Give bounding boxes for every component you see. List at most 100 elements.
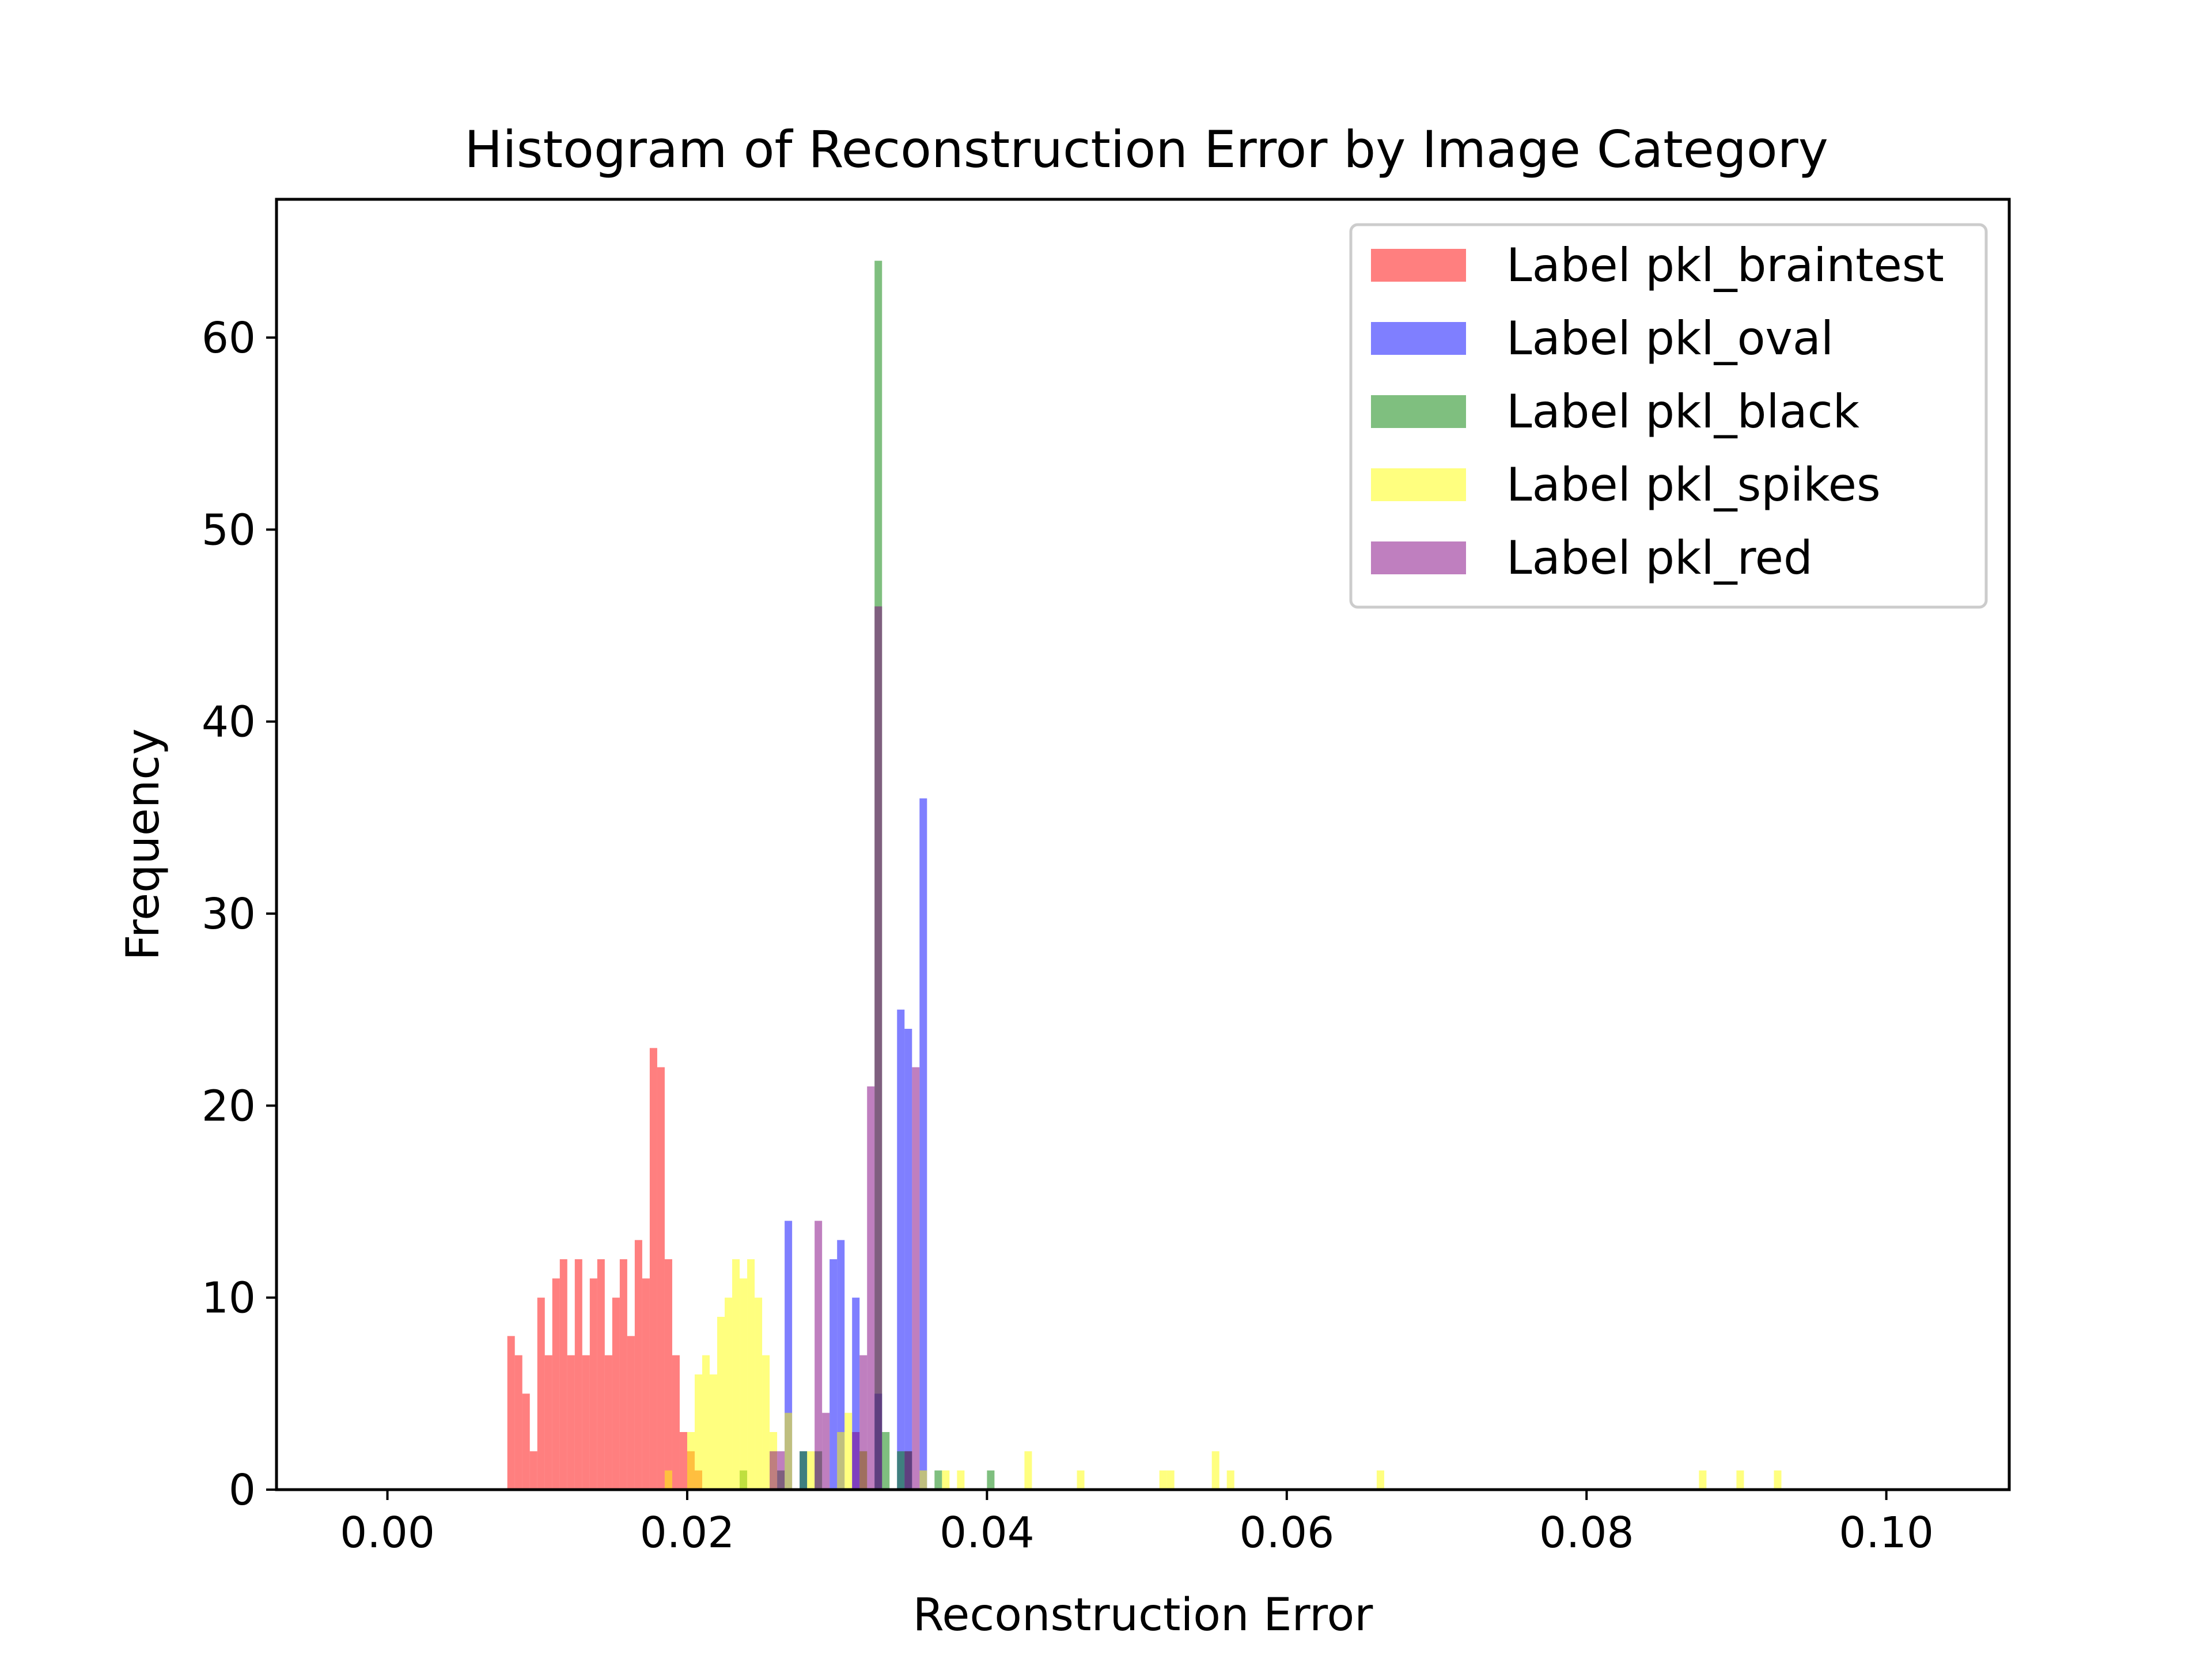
histogram-bar [874, 606, 882, 1490]
histogram-bar [649, 1048, 657, 1490]
histogram-bar [694, 1374, 702, 1490]
histogram-bar [1166, 1470, 1175, 1490]
histogram-bar [740, 1278, 748, 1490]
histogram-bar [957, 1470, 965, 1490]
histogram-bar [1159, 1470, 1167, 1490]
histogram-bar [619, 1259, 627, 1490]
histogram-bar [987, 1470, 995, 1490]
y-axis: 0 10 20 30 40 50 60 [202, 313, 276, 1515]
histogram-bar [800, 1451, 808, 1490]
histogram-bar [559, 1259, 567, 1490]
y-tick-label: 40 [202, 698, 256, 747]
histogram-bar [664, 1259, 672, 1490]
histogram-bar [627, 1336, 635, 1490]
histogram-bar [529, 1451, 537, 1490]
x-tick-label: 0.10 [1839, 1508, 1934, 1558]
legend-label: Label pkl_red [1506, 531, 1813, 585]
histogram-bar [507, 1336, 515, 1490]
histogram-bar [904, 1451, 912, 1490]
y-tick-label: 60 [202, 313, 256, 363]
histogram-bar [1024, 1451, 1032, 1490]
histogram-bar [807, 1451, 815, 1490]
histogram-bar [1226, 1470, 1234, 1490]
legend-swatch [1371, 541, 1466, 574]
legend-swatch [1371, 249, 1466, 282]
histogram-bar [567, 1355, 575, 1490]
histogram-bar [634, 1240, 642, 1490]
histogram-bar [522, 1393, 530, 1490]
histogram-bar [897, 1451, 905, 1490]
histogram-bar [777, 1451, 785, 1490]
legend-item: Label pkl_oval [1371, 312, 1834, 365]
histogram-bar [604, 1355, 612, 1490]
legend-label: Label pkl_oval [1506, 312, 1834, 365]
histogram-bar [642, 1278, 650, 1490]
histogram-bar [919, 798, 927, 1490]
histogram-bar [1736, 1470, 1744, 1490]
histogram-bar [837, 1240, 845, 1490]
legend-swatch [1371, 322, 1466, 355]
plot-frame [275, 198, 2011, 1491]
histogram-bar [762, 1355, 770, 1490]
histogram-bars [507, 260, 1782, 1490]
histogram-bar [852, 1432, 860, 1490]
series-label-pkl-braintest [507, 1048, 702, 1490]
x-tick-label: 0.04 [940, 1508, 1035, 1558]
histogram-bar [514, 1355, 522, 1490]
histogram-bar [537, 1297, 545, 1490]
x-tick-label: 0.08 [1539, 1508, 1634, 1558]
y-tick-label: 20 [202, 1081, 256, 1131]
histogram-bar [770, 1451, 778, 1490]
histogram-bar [934, 1470, 942, 1490]
histogram-bar [725, 1297, 733, 1490]
x-axis: 0.00 0.02 0.04 0.06 0.08 0.10 [340, 1490, 1934, 1558]
histogram-bar [1077, 1470, 1085, 1490]
histogram-bar [904, 1029, 912, 1490]
legend-item: Label pkl_red [1371, 531, 1813, 585]
x-tick-label: 0.00 [340, 1508, 435, 1558]
legend-box [1349, 223, 1988, 609]
histogram-bar [672, 1355, 680, 1490]
y-tick-label: 50 [202, 505, 256, 555]
histogram-bar [822, 1412, 830, 1490]
histogram-bar [1376, 1470, 1384, 1490]
histogram-bar [1211, 1451, 1219, 1490]
histogram-bar [1699, 1470, 1707, 1490]
legend-item: Label pkl_black [1371, 385, 1860, 438]
histogram-bar [897, 1009, 905, 1490]
series-label-pkl-spikes [664, 1259, 1782, 1490]
histogram-bar [664, 1470, 672, 1490]
x-tick-label: 0.02 [640, 1508, 735, 1558]
histogram-bar [717, 1317, 725, 1490]
histogram-bar [882, 1432, 890, 1490]
histogram-bar [837, 1432, 845, 1490]
legend: Label pkl_braintest Label pkl_oval Label p… [1349, 223, 1988, 609]
histogram-bar [589, 1278, 597, 1490]
legend-item: Label pkl_spikes [1371, 458, 1881, 512]
plot-area [275, 198, 2011, 1491]
histogram-bar [732, 1259, 740, 1490]
histogram-bar [687, 1432, 695, 1490]
legend-swatch [1371, 468, 1466, 501]
histogram-bar [544, 1355, 552, 1490]
y-axis-label: Frequency [118, 729, 169, 961]
series-label-pkl-oval [785, 798, 927, 1490]
histogram-bar [942, 1470, 950, 1490]
chart-title: Histogram of Reconstruction Error by Ima… [464, 120, 1828, 179]
histogram-bar [859, 1355, 868, 1490]
histogram-bar [747, 1259, 755, 1490]
legend-label: Label pkl_spikes [1506, 458, 1881, 512]
histogram-bar [597, 1259, 605, 1490]
histogram-bar [710, 1374, 718, 1490]
y-tick-label: 0 [229, 1465, 256, 1515]
x-tick-label: 0.06 [1239, 1508, 1334, 1558]
legend-label: Label pkl_black [1506, 385, 1860, 438]
histogram-bar [582, 1355, 590, 1490]
histogram-bar [912, 1067, 920, 1490]
legend-item: Label pkl_braintest [1371, 238, 1944, 292]
histogram-bar [844, 1412, 853, 1490]
y-tick-label: 10 [202, 1274, 256, 1323]
histogram-bar [612, 1297, 620, 1490]
histogram-bar [679, 1432, 687, 1490]
